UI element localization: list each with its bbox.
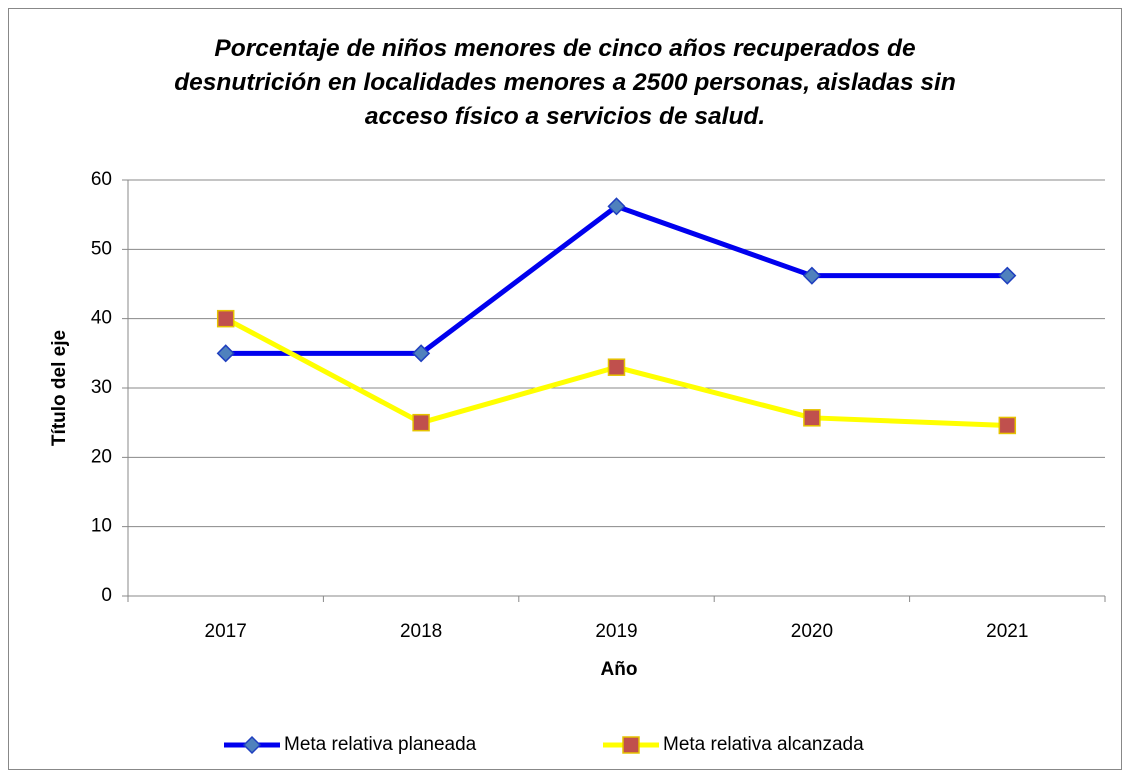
legend-label: Meta relativa planeada	[284, 734, 477, 755]
data-point	[998, 416, 1017, 435]
y-tick-label: 30	[91, 377, 112, 398]
chart-title: Porcentaje de niños menores de cinco año…	[174, 35, 956, 130]
y-tick-label: 10	[91, 516, 112, 537]
y-tick-label: 20	[91, 446, 112, 467]
y-tick-label: 40	[91, 308, 112, 329]
x-tick-label: 2021	[986, 621, 1028, 642]
x-tick-label: 2018	[400, 621, 442, 642]
data-point	[412, 344, 431, 363]
data-point	[216, 344, 235, 363]
x-tick-label: 2019	[595, 621, 637, 642]
legend-label: Meta relativa alcanzada	[663, 734, 864, 755]
data-point	[216, 309, 235, 328]
y-tick-label: 50	[91, 238, 112, 259]
data-point	[802, 266, 821, 285]
data-point	[607, 197, 626, 216]
data-point	[803, 409, 821, 427]
data-point	[607, 358, 626, 376]
x-tick-label: 2020	[791, 621, 833, 642]
legend-marker	[242, 735, 262, 755]
legend-marker	[622, 736, 640, 754]
y-tick-label: 0	[101, 585, 112, 606]
x-axis-label: Año	[601, 659, 638, 680]
y-axis-label: Título del eje	[49, 330, 70, 446]
chart-border	[8, 8, 1122, 770]
data-point	[998, 266, 1017, 285]
x-tick-label: 2017	[205, 621, 247, 642]
y-tick-label: 60	[91, 169, 112, 190]
data-point	[412, 413, 430, 432]
